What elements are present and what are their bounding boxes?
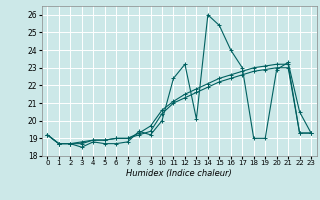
X-axis label: Humidex (Indice chaleur): Humidex (Indice chaleur) (126, 169, 232, 178)
